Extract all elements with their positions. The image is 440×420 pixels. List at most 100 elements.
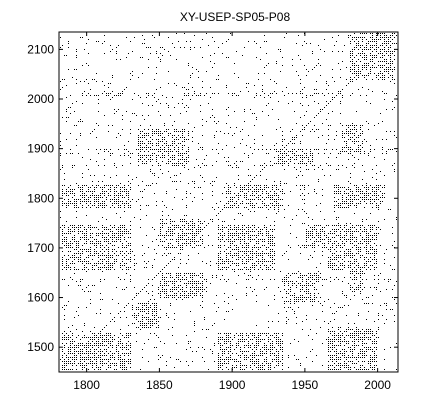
recurrence-dot <box>214 323 215 324</box>
recurrence-dot <box>258 259 259 260</box>
recurrence-dot <box>240 233 241 234</box>
recurrence-dot <box>116 199 117 200</box>
recurrence-dot <box>292 157 293 158</box>
recurrence-dot <box>282 165 283 166</box>
recurrence-dot <box>192 87 193 88</box>
recurrence-dot <box>256 265 257 266</box>
recurrence-dot <box>340 255 341 256</box>
recurrence-dot <box>172 335 173 336</box>
recurrence-dot <box>248 209 249 210</box>
recurrence-dot <box>176 281 177 282</box>
recurrence-dot <box>206 287 207 288</box>
recurrence-dot <box>152 303 153 304</box>
recurrence-dot <box>80 261 81 262</box>
recurrence-dot <box>204 165 205 166</box>
recurrence-dot <box>316 239 317 240</box>
recurrence-dot <box>350 69 351 70</box>
recurrence-dot <box>344 133 345 134</box>
recurrence-dot <box>240 189 241 190</box>
recurrence-dot <box>176 85 177 86</box>
recurrence-dot <box>240 333 241 334</box>
recurrence-dot <box>390 59 391 60</box>
recurrence-dot <box>88 197 89 198</box>
recurrence-dot <box>86 207 87 208</box>
recurrence-dot <box>370 201 371 202</box>
recurrence-dot <box>352 53 353 54</box>
recurrence-dot <box>372 35 373 36</box>
recurrence-dot <box>120 237 121 238</box>
recurrence-dot <box>228 229 229 230</box>
recurrence-dot <box>284 301 285 302</box>
recurrence-dot <box>378 79 379 80</box>
recurrence-dot <box>194 239 195 240</box>
recurrence-dot <box>64 79 65 80</box>
recurrence-dot <box>372 189 373 190</box>
recurrence-dot <box>282 189 283 190</box>
recurrence-dot <box>80 281 81 282</box>
recurrence-dot <box>170 291 171 292</box>
recurrence-dot <box>182 199 183 200</box>
recurrence-dot <box>300 289 301 290</box>
recurrence-dot <box>94 245 95 246</box>
recurrence-dot <box>128 267 129 268</box>
recurrence-dot <box>200 239 201 240</box>
recurrence-dot <box>72 339 73 340</box>
recurrence-dot <box>306 163 307 164</box>
recurrence-dot <box>74 199 75 200</box>
recurrence-dot <box>382 61 383 62</box>
recurrence-dot <box>164 237 165 238</box>
recurrence-dot <box>96 251 97 252</box>
recurrence-dot <box>362 49 363 50</box>
recurrence-dot <box>242 339 243 340</box>
recurrence-dot <box>242 231 243 232</box>
recurrence-dot <box>120 339 121 340</box>
recurrence-dot <box>126 191 127 192</box>
recurrence-dot <box>122 255 123 256</box>
recurrence-dot <box>222 193 223 194</box>
recurrence-dot <box>202 241 203 242</box>
recurrence-dot <box>372 227 373 228</box>
recurrence-dot <box>340 307 341 308</box>
recurrence-dot <box>264 189 265 190</box>
recurrence-dot <box>104 267 105 268</box>
recurrence-dot <box>140 159 141 160</box>
recurrence-dot <box>84 199 85 200</box>
recurrence-dot <box>170 275 171 276</box>
recurrence-dot <box>286 153 287 154</box>
recurrence-dot <box>128 245 129 246</box>
recurrence-dot <box>108 131 109 132</box>
recurrence-dot <box>260 47 261 48</box>
recurrence-dot <box>86 79 87 80</box>
recurrence-dot <box>76 243 77 244</box>
recurrence-dot <box>228 337 229 338</box>
recurrence-dot <box>310 299 311 300</box>
recurrence-dot <box>118 207 119 208</box>
recurrence-dot <box>358 151 359 152</box>
recurrence-dot <box>118 313 119 314</box>
recurrence-dot <box>72 227 73 228</box>
recurrence-dot <box>314 189 315 190</box>
recurrence-dot <box>392 109 393 110</box>
recurrence-dot <box>370 103 371 104</box>
recurrence-dot <box>270 225 271 226</box>
recurrence-dot <box>318 281 319 282</box>
recurrence-dot <box>258 243 259 244</box>
recurrence-dot <box>280 339 281 340</box>
recurrence-dot <box>376 195 377 196</box>
recurrence-dot <box>350 229 351 230</box>
recurrence-dot <box>358 37 359 38</box>
recurrence-dot <box>336 219 337 220</box>
recurrence-dot <box>224 293 225 294</box>
recurrence-dot <box>276 143 277 144</box>
recurrence-dot <box>104 279 105 280</box>
recurrence-dot <box>374 45 375 46</box>
recurrence-dot <box>320 65 321 66</box>
recurrence-dot <box>100 233 101 234</box>
recurrence-dot <box>328 237 329 238</box>
recurrence-dot <box>344 265 345 266</box>
recurrence-dot <box>342 229 343 230</box>
recurrence-dot <box>220 259 221 260</box>
recurrence-dot <box>280 199 281 200</box>
recurrence-dot <box>310 255 311 256</box>
recurrence-dot <box>62 229 63 230</box>
